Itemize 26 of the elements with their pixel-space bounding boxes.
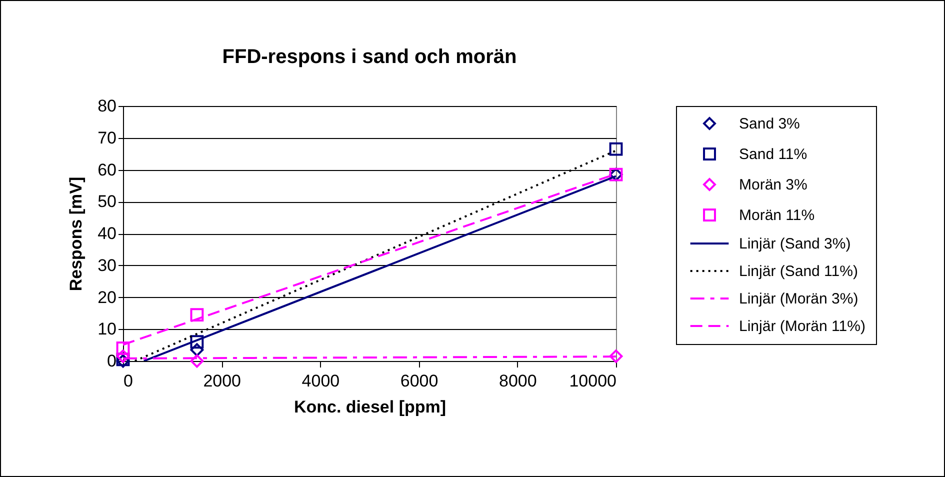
y-tick-label: 40 [98, 224, 116, 243]
x-tick-label: 4000 [302, 372, 340, 390]
legend-label: Morän 11% [739, 207, 815, 224]
y-tick-label: 80 [98, 96, 116, 116]
x-tick-label: 8000 [498, 372, 537, 390]
x-tick-label: 2000 [203, 372, 242, 390]
legend-label: Linjär (Morän 11%) [739, 318, 866, 335]
y-tick-label: 0 [107, 352, 116, 370]
legend-label: Linjär (Sand 3%) [739, 236, 851, 252]
y-tick-label: 10 [98, 320, 116, 339]
y-tick-label: 50 [98, 192, 116, 212]
y-tick-label: 60 [98, 160, 116, 180]
legend-label: Sand 11% [739, 146, 808, 163]
y-tick-label: 70 [98, 128, 116, 148]
y-tick-label: 20 [98, 288, 116, 307]
legend-label: Sand 3% [739, 116, 800, 132]
x-axis-title: Konc. diesel [ppm] [294, 398, 446, 416]
x-tick-label: 10000 [569, 372, 616, 390]
legend-label: Linjär (Sand 11%) [739, 263, 858, 280]
legend-label: Morän 3% [739, 176, 808, 194]
legend-label: Linjär (Morän 3%) [739, 290, 858, 308]
y-tick-label: 30 [98, 256, 116, 275]
x-tick-label: 0 [124, 372, 133, 390]
chart-title: FFD-respons i sand och morän [222, 46, 517, 68]
x-tick-label: 6000 [400, 372, 438, 390]
y-axis-title: Respons [mV] [66, 176, 86, 292]
